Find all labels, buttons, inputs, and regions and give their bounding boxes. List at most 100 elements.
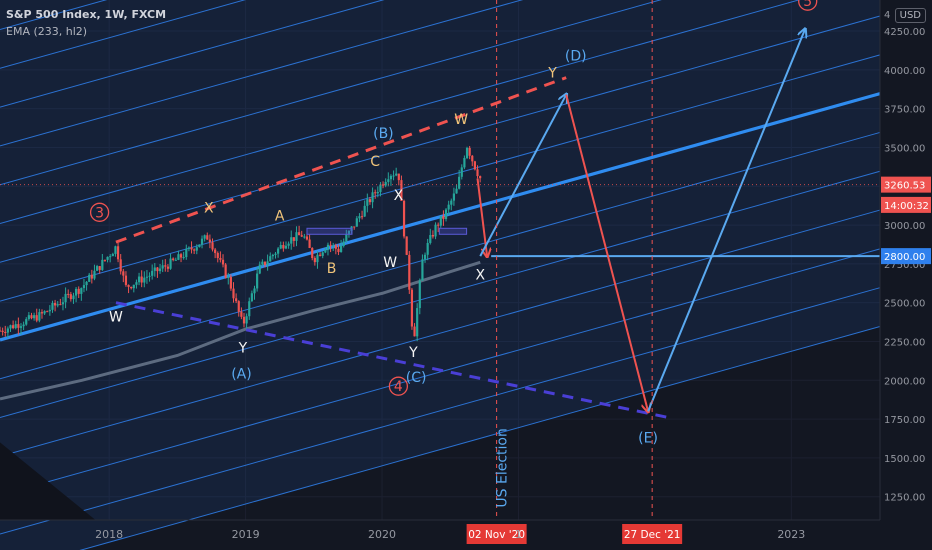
candle-body — [332, 245, 335, 247]
wave-label: (E) — [638, 430, 658, 446]
target-box — [306, 227, 353, 235]
candle-body — [56, 304, 59, 306]
candle-body — [363, 205, 366, 217]
candle-body — [1, 330, 4, 333]
wave-circle — [89, 202, 110, 222]
candle-body — [405, 236, 408, 255]
candle-body — [447, 204, 450, 210]
candle-body — [74, 288, 78, 296]
price-label: 2800.00 — [884, 252, 925, 263]
candle-body — [232, 288, 235, 299]
channel-line — [0, 287, 881, 535]
candle-body — [164, 265, 167, 267]
wave-label: W — [454, 112, 468, 128]
y-tick-label: 3000.00 — [884, 221, 925, 232]
channel-line — [0, 131, 881, 380]
candle-body — [98, 266, 101, 270]
candle-body — [53, 302, 57, 306]
candle-body — [298, 232, 301, 236]
candle-body — [282, 245, 285, 249]
chart-legend: S&P 500 Index, 1W, FXCM EMA (233, hl2) — [6, 6, 166, 40]
projection-arrow — [565, 94, 648, 412]
candle-body — [185, 248, 188, 258]
candle-body — [400, 180, 403, 201]
candle-body — [339, 245, 343, 253]
y-tick-label: 1250.00 — [884, 493, 925, 504]
candle-body — [290, 237, 293, 244]
currency-button[interactable]: USD — [894, 8, 926, 23]
candle-body — [300, 235, 303, 237]
candle-body — [431, 235, 435, 237]
y-tick-label-partial: 4 — [884, 10, 890, 21]
candle-body — [284, 245, 288, 249]
candle-body — [127, 284, 130, 287]
candle-body — [114, 246, 117, 254]
candle-body — [479, 176, 482, 179]
candle-body — [17, 324, 20, 328]
channel-line — [0, 0, 524, 147]
channel-line — [0, 0, 801, 225]
candle-body — [208, 239, 211, 243]
channel-line — [79, 326, 881, 550]
candle-body — [245, 316, 248, 324]
candle-body — [460, 167, 463, 177]
candle-body — [402, 200, 406, 237]
ema-curve — [0, 260, 481, 401]
candle-body — [203, 235, 206, 239]
candle-body — [48, 309, 51, 312]
candle-body — [6, 328, 9, 333]
candle-body — [111, 253, 114, 257]
candle-body — [374, 192, 377, 194]
drawings — [115, 29, 880, 420]
candle-body — [387, 179, 390, 182]
candle-body — [124, 275, 128, 285]
candle-body — [468, 147, 471, 156]
candle-body — [132, 284, 135, 289]
candle-body — [337, 248, 340, 253]
event-date-label: 02 Nov '20 — [468, 529, 525, 541]
candle-body — [240, 311, 243, 317]
wave-label: 5 — [803, 0, 812, 10]
candle-body — [227, 276, 230, 278]
candle-body — [0, 330, 2, 332]
candle-body — [395, 173, 398, 176]
wave-label: B — [327, 261, 337, 277]
candle-body — [33, 315, 36, 319]
wave-label: W — [383, 255, 397, 271]
candle-body — [342, 241, 345, 246]
wave-label: (A) — [231, 367, 252, 383]
candle-body — [12, 325, 15, 329]
wave-label: (D) — [565, 49, 587, 65]
candle-body — [27, 315, 30, 320]
candle-body — [347, 230, 351, 235]
candle-body — [206, 235, 209, 240]
candle-body — [158, 268, 162, 272]
y-tick-label: 2000.00 — [884, 376, 925, 387]
candle-body — [269, 256, 272, 262]
candle-body — [437, 224, 440, 226]
candle-body — [237, 301, 240, 312]
candle-body — [235, 298, 238, 302]
candle-body — [109, 256, 112, 258]
y-tick-label: 1500.00 — [884, 454, 925, 465]
candle-body — [148, 275, 151, 277]
candle-body — [392, 175, 395, 177]
price-label-badge — [881, 176, 931, 193]
y-tick-label: 1750.00 — [884, 415, 925, 426]
candle-body — [61, 302, 65, 305]
candle-body — [166, 266, 170, 269]
candle-body — [345, 234, 348, 242]
y-tick-label: 3750.00 — [884, 105, 925, 116]
candle-body — [193, 249, 196, 251]
candle-body — [93, 270, 96, 279]
candle-body — [318, 254, 322, 256]
y-tick-label: 2250.00 — [884, 337, 925, 348]
candle-body — [179, 254, 183, 258]
event-date-label: 27 Dec '21 — [624, 529, 681, 541]
wave-label: Y — [238, 340, 248, 356]
candle-body — [311, 247, 314, 259]
candle-body — [95, 266, 99, 271]
price-label-badge — [881, 196, 931, 213]
